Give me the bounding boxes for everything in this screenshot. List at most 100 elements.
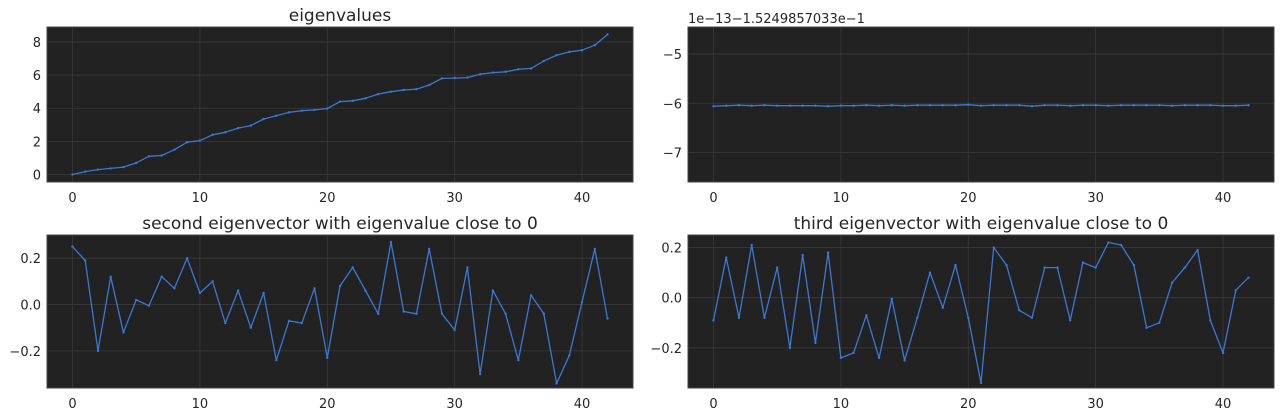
x-tick-label: 20 [960,397,977,412]
data-point [453,76,456,80]
data-point [300,109,303,112]
data-point [491,71,495,74]
data-point [415,312,418,316]
third-eigenvector-plot: third eigenvector with eigenvalue close … [650,214,1275,412]
plot-area [46,234,634,389]
y-tick-label: −0.2 [650,342,682,357]
data-point [1170,281,1174,284]
y-tick-label: 2 [33,135,41,150]
data-point [1018,104,1021,107]
data-point [96,349,100,353]
data-point [839,104,843,107]
data-point [1119,104,1123,107]
data-point [134,161,138,165]
y-tick-label: 6 [33,69,41,84]
data-point [852,104,855,107]
data-point [865,104,868,107]
data-point [580,49,584,52]
data-point [725,104,728,107]
plot-area [687,26,1275,183]
data-point [415,87,418,91]
y-tick-label: 0.0 [661,292,682,307]
data-point [185,256,189,260]
x-tick-label: 40 [574,397,591,412]
data-point [967,316,970,319]
data-point [211,133,214,136]
data-point [1132,263,1136,267]
data-point [916,104,919,107]
data-point [725,256,728,259]
data-point [173,148,176,151]
data-point [555,53,558,57]
data-point [389,90,393,93]
data-point [1107,241,1110,244]
data-point [275,358,278,362]
data-point [1018,309,1021,312]
data-point [1234,104,1237,107]
data-point [826,105,830,108]
data-point [300,321,303,325]
data-point [877,104,881,107]
data-point [84,259,87,262]
y-tick-label: −0.2 [9,345,41,360]
data-point [71,173,74,176]
x-tick-label: 30 [1087,397,1104,412]
data-point [313,287,316,290]
data-point [198,139,202,142]
x-tick-label: 0 [68,397,76,412]
data-point [979,104,983,107]
data-point [568,50,571,54]
data-point [839,356,843,360]
eigenvalue-near-zero-plot: 1e−13−1.5249857033e−1 0 10 20 30 40 −5 −6 −7 [663,12,1275,206]
data-point [84,170,87,173]
data-point [364,97,367,100]
data-point [775,266,779,269]
data-point [788,104,792,107]
data-point [1043,104,1046,107]
data-point [712,319,715,322]
data-point [737,316,741,319]
offset-text: 1e−13−1.5249857033e−1 [688,12,865,27]
y-tick-label: −6 [663,97,682,112]
data-point [529,67,533,70]
data-point [491,289,495,292]
x-tick-label: 40 [574,191,591,206]
x-tick-label: 10 [192,397,209,412]
data-point [1081,261,1085,264]
data-point [814,104,817,107]
data-point [211,280,214,283]
data-point [750,104,753,107]
data-point [478,372,482,376]
data-point [249,124,253,127]
data-point [427,83,431,87]
data-point [1005,104,1008,107]
data-point [529,294,533,297]
data-point [890,297,894,301]
plot-title: third eigenvector with eigenvalue close … [794,214,1169,234]
data-point [134,298,138,302]
data-point [1183,266,1187,269]
x-tick-label: 0 [68,191,76,206]
data-point [1107,104,1110,107]
y-tick-label: 0.2 [661,242,682,257]
data-point [517,358,520,362]
data-point [1158,321,1161,324]
data-point [801,253,804,257]
data-point [941,306,944,309]
data-point [1056,104,1059,107]
x-tick-label: 40 [1215,397,1232,412]
data-point [262,117,265,121]
data-point [326,107,329,110]
data-point [109,167,112,170]
data-point [173,287,176,290]
y-tick-label: 0.0 [20,299,41,314]
data-point [1221,351,1225,355]
data-point [877,356,881,360]
y-tick-label: 8 [33,36,41,51]
data-point [1234,288,1237,292]
data-point [593,44,596,47]
data-point [338,100,342,103]
data-point [903,359,906,362]
y-tick-label: −7 [663,146,682,161]
x-tick-label: 20 [319,397,336,412]
